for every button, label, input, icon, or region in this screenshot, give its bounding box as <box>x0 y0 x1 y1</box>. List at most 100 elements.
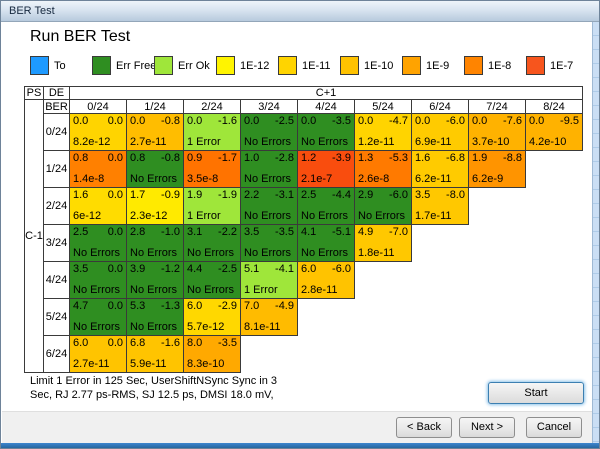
cell-top-right-value: -0.8 <box>161 152 180 164</box>
cell-ber-value: No Errors <box>130 247 178 259</box>
cell-ber-value: 5.9e-11 <box>130 358 167 370</box>
legend-item: Err Ok <box>154 56 216 75</box>
window-titlebar[interactable]: BER Test <box>1 1 599 22</box>
cell-top-left-value: 0.0 <box>415 115 431 127</box>
legend-label: To <box>54 59 66 72</box>
cell-top-left-value: 7.0 <box>244 300 260 312</box>
legend-item: To <box>30 56 92 75</box>
cell-ber-value: 2.8e-11 <box>301 284 338 296</box>
cell-top-right-value: -6.8 <box>446 152 465 164</box>
cell-top-left-value: 0.0 <box>244 115 260 127</box>
cell-top-left-value: 5.3 <box>130 300 146 312</box>
cell-top-left-value: 3.9 <box>130 263 146 275</box>
ber-result-cell: 2.5 -4.4 No Errors <box>298 188 355 225</box>
cell-ber-value: No Errors <box>244 173 292 185</box>
cell-ber-value: No Errors <box>301 247 349 259</box>
cell-ber-value: No Errors <box>130 321 178 333</box>
ber-result-cell: 2.2 -3.1 No Errors <box>241 188 298 225</box>
cell-top-right-value: -7.0 <box>389 226 408 238</box>
cell-ber-value: 6.2e-9 <box>472 173 504 185</box>
cell-ber-value: 2.7e-11 <box>73 358 110 370</box>
ber-result-cell: 1.6 -6.8 6.2e-11 <box>412 151 469 188</box>
legend-color-swatch <box>278 56 297 75</box>
cell-top-left-value: 0.0 <box>529 115 545 127</box>
table-header-ps: PS <box>24 86 44 100</box>
start-button[interactable]: Start <box>488 382 584 404</box>
cell-ber-value: No Errors <box>244 247 292 259</box>
cell-ber-value: No Errors <box>187 284 235 296</box>
ber-result-cell: 5.3 -1.3 No Errors <box>127 299 184 336</box>
cell-ber-value: 6.9e-11 <box>415 136 452 148</box>
ber-result-cell: 3.9 -1.2 No Errors <box>127 262 184 299</box>
legend-color-swatch <box>340 56 359 75</box>
ber-result-cell: 0.0 -0.8 2.7e-11 <box>127 114 184 151</box>
cell-top-right-value: 0.0 <box>107 263 123 275</box>
cell-top-left-value: 6.0 <box>73 337 89 349</box>
cell-top-left-value: 3.1 <box>187 226 203 238</box>
cell-top-left-value: 4.9 <box>358 226 374 238</box>
cell-top-left-value: 3.5 <box>415 189 431 201</box>
cell-top-left-value: 2.9 <box>358 189 374 201</box>
cell-ber-value: 3.5e-8 <box>187 173 219 185</box>
ber-result-cell: 6.8 -1.6 5.9e-11 <box>127 336 184 373</box>
col-header: 8/24 <box>526 100 583 114</box>
cell-ber-value: No Errors <box>301 136 349 148</box>
legend-color-swatch <box>216 56 235 75</box>
cell-top-right-value: -1.9 <box>218 189 237 201</box>
cell-top-right-value: 0.0 <box>107 115 123 127</box>
ber-result-cell: 0.9 -1.7 3.5e-8 <box>184 151 241 188</box>
legend-color-swatch <box>30 56 49 75</box>
cell-top-left-value: 4.7 <box>73 300 89 312</box>
legend-label: 1E-12 <box>240 59 270 72</box>
cell-ber-value: 1 Error <box>187 136 221 148</box>
back-button[interactable]: < Back <box>396 417 452 438</box>
cell-top-right-value: -2.8 <box>275 152 294 164</box>
cell-top-right-value: 0.0 <box>107 226 123 238</box>
cell-top-right-value: -6.0 <box>446 115 465 127</box>
cell-top-left-value: 4.1 <box>301 226 317 238</box>
cell-top-left-value: 6.0 <box>301 263 317 275</box>
dialog-content: Run BER Test To Err Free Err Ok 1E-12 1E-11 1… <box>2 22 592 411</box>
cancel-button[interactable]: Cancel <box>526 417 582 438</box>
table-row-group-label: C-1 <box>24 100 44 373</box>
ber-result-cell: 0.0 -1.6 1 Error <box>184 114 241 151</box>
table-header-de: DE <box>44 86 70 100</box>
cell-ber-value: 1 Error <box>244 284 278 296</box>
cell-ber-value: 8.1e-11 <box>244 321 281 333</box>
next-button[interactable]: Next > <box>459 417 515 438</box>
row-header: 0/24 <box>44 114 70 151</box>
legend-item: 1E-7 <box>526 56 588 75</box>
cell-top-left-value: 4.4 <box>187 263 203 275</box>
ber-result-cell: 3.5 -3.5 No Errors <box>241 225 298 262</box>
legend-color-swatch <box>526 56 545 75</box>
ber-result-cell: 1.9 -8.8 6.2e-9 <box>469 151 526 188</box>
cell-ber-value: No Errors <box>73 284 121 296</box>
cell-top-left-value: 8.0 <box>187 337 203 349</box>
test-settings-note-line1: Limit 1 Error in 125 Sec, UserShiftNSync… <box>30 375 277 387</box>
cell-top-right-value: -1.6 <box>218 115 237 127</box>
ber-result-cell: 3.5 0.0 No Errors <box>70 262 127 299</box>
cell-top-right-value: 0.0 <box>107 337 123 349</box>
ber-result-cell: 1.6 0.0 6e-12 <box>70 188 127 225</box>
cell-top-left-value: 1.9 <box>187 189 203 201</box>
cell-top-right-value: -2.9 <box>218 300 237 312</box>
ber-result-cell: 2.9 -6.0 No Errors <box>355 188 412 225</box>
table-header-ber: BER <box>44 100 70 114</box>
cell-ber-value: 2.3e-12 <box>130 210 168 222</box>
row-header: 6/24 <box>44 336 70 373</box>
cell-top-right-value: -8.8 <box>503 152 522 164</box>
cell-top-right-value: -3.5 <box>218 337 237 349</box>
cell-top-left-value: 2.5 <box>73 226 89 238</box>
cell-top-right-value: -5.3 <box>389 152 408 164</box>
cell-top-left-value: 3.5 <box>73 263 89 275</box>
col-header: 6/24 <box>412 100 469 114</box>
cell-top-right-value: -3.1 <box>275 189 294 201</box>
cell-ber-value: 8.3e-10 <box>187 358 225 370</box>
cell-ber-value: No Errors <box>244 210 292 222</box>
legend-color-swatch <box>464 56 483 75</box>
ber-result-cell: 0.0 -3.5 No Errors <box>298 114 355 151</box>
cell-top-right-value: -4.9 <box>275 300 294 312</box>
cell-top-left-value: 0.8 <box>130 152 146 164</box>
table-col-group-label: C+1 <box>70 86 583 100</box>
